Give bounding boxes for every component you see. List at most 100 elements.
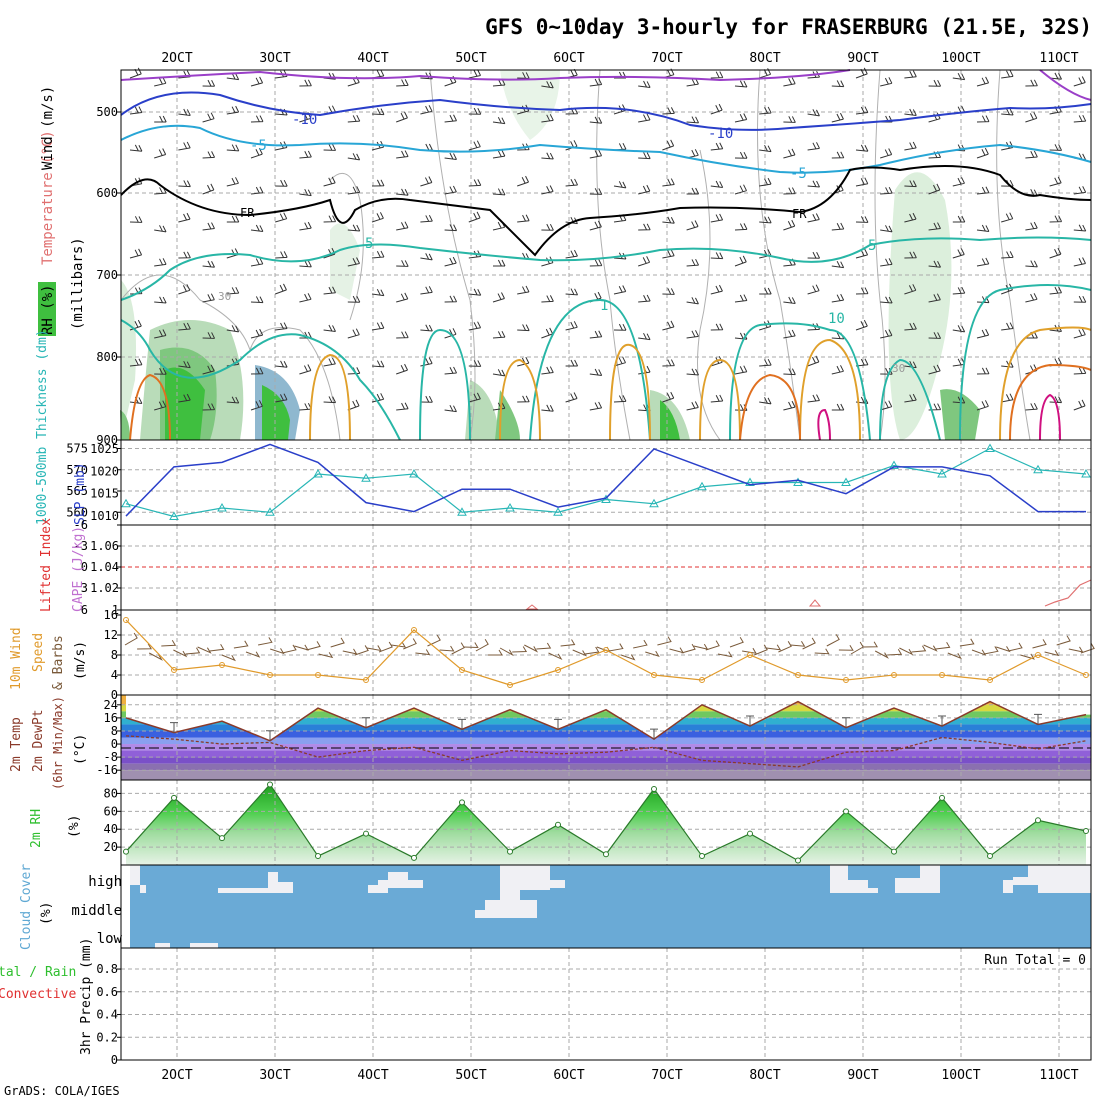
wind10-barb bbox=[947, 652, 962, 660]
upper-wind-barb bbox=[976, 257, 990, 267]
upper-wind-barb bbox=[1025, 79, 1038, 87]
upper-wind-barb bbox=[880, 329, 893, 339]
rh-point bbox=[411, 854, 417, 861]
x-axis-top: 2OCT 3OCT 4OCT 5OCT 6OCT 7OCT 8OCT 9OCT 10OCT 11O… bbox=[161, 51, 1078, 66]
wind10-point bbox=[219, 662, 225, 668]
upper-wind-barb bbox=[976, 400, 989, 411]
upper-wind-barb bbox=[1073, 399, 1086, 411]
upper-wind-barb bbox=[1001, 393, 1014, 403]
upper-wind-barb bbox=[154, 148, 167, 159]
upper-wind-barb bbox=[178, 360, 191, 369]
wind10-point bbox=[411, 627, 417, 633]
cape-panel: -6 -3 0 3 6 1.06 1.04 1.02 1 Lifted Index CAPE (… bbox=[39, 518, 1092, 617]
upper-wind-barb bbox=[710, 252, 724, 260]
wind10-point bbox=[1035, 652, 1041, 658]
wind10-barb bbox=[403, 638, 417, 650]
upper-wind-barb bbox=[299, 79, 312, 87]
rh-point bbox=[843, 808, 849, 815]
wind10-barb bbox=[282, 644, 297, 654]
upper-wind-barb bbox=[565, 178, 579, 187]
y-tick-label: -8 bbox=[104, 750, 118, 764]
upper-wind-barb bbox=[250, 147, 263, 159]
upper-wind-barb bbox=[759, 397, 772, 405]
x-tick-label-top: 10OCT bbox=[941, 51, 980, 66]
y-tick-label-right: 1015 bbox=[90, 487, 119, 501]
y-tick-label-right: 1.02 bbox=[90, 581, 119, 595]
upper-wind-barb bbox=[759, 106, 772, 115]
upper-wind-barb bbox=[396, 221, 409, 231]
temp-band bbox=[121, 763, 1091, 771]
thickness-point bbox=[1033, 464, 1043, 474]
upper-wind-barb bbox=[420, 395, 433, 403]
temp-max-whisker bbox=[554, 718, 562, 730]
upper-wind-barb bbox=[638, 332, 651, 341]
upper-wind-barb bbox=[541, 366, 554, 375]
cape-trace bbox=[1044, 579, 1092, 607]
rh-label: RH (%) bbox=[40, 284, 56, 335]
upper-wind-barb bbox=[323, 215, 337, 223]
upper-wind-barb bbox=[976, 115, 990, 123]
thickness-point bbox=[649, 498, 659, 508]
y-tick-label: 600 bbox=[96, 186, 118, 200]
upper-wind-barb bbox=[613, 285, 627, 295]
x-tick-label-bottom: 7OCT bbox=[651, 1068, 682, 1083]
upper-wind-barb bbox=[275, 283, 287, 295]
upper-wind-barb bbox=[347, 153, 361, 161]
upper-wind-barb bbox=[904, 141, 917, 151]
upper-wind-barb bbox=[734, 223, 748, 231]
temp-min-max bbox=[170, 713, 1042, 741]
y-tick-label: 0.2 bbox=[96, 1030, 118, 1044]
temp-band bbox=[121, 717, 1091, 725]
upper-wind-barb bbox=[686, 258, 700, 267]
x-tick-label-bottom: 10OCT bbox=[941, 1068, 980, 1083]
upper-wind-barb bbox=[154, 296, 167, 304]
upper-wind-barb bbox=[1025, 150, 1038, 159]
upper-wind-barb bbox=[250, 400, 263, 411]
rh-point bbox=[363, 830, 369, 837]
temp2m-label-c: (6hr Min/Max) bbox=[51, 696, 65, 790]
upper-wind-barb bbox=[1049, 215, 1063, 223]
upper-wind-barb bbox=[202, 112, 215, 123]
upper-wind-barb bbox=[517, 175, 529, 187]
upper-wind-barb bbox=[686, 368, 700, 376]
wind10-barb bbox=[971, 649, 987, 656]
y-tick-label: 570 bbox=[66, 463, 88, 477]
upper-wind-barb bbox=[807, 142, 820, 151]
contour-label: -5 bbox=[790, 166, 807, 182]
wind10-barb bbox=[754, 644, 768, 656]
temp-max-whisker bbox=[170, 722, 178, 733]
y-tick-label-right: 1010 bbox=[90, 509, 119, 523]
y-tick-label: 24 bbox=[104, 698, 118, 712]
rh2m-grid bbox=[121, 780, 1091, 865]
upper-wind-barb bbox=[952, 177, 965, 187]
wind10-point bbox=[315, 672, 321, 678]
upper-wind-barb bbox=[1073, 295, 1087, 303]
upper-wind-barb bbox=[517, 395, 530, 403]
upper-wind-barb bbox=[396, 292, 409, 303]
run-total: Run Total = 0 bbox=[984, 953, 1086, 968]
y-tick-label: 500 bbox=[96, 105, 118, 119]
contour-label: FR bbox=[240, 206, 255, 220]
upper-wind-barb bbox=[952, 325, 966, 333]
wind10-barb bbox=[717, 651, 733, 658]
upper-wind-barb bbox=[783, 329, 796, 339]
x-axis-bottom: 2OCT 3OCT 4OCT 5OCT 6OCT 7OCT 8OCT 9OCT 10OCT 11O… bbox=[161, 1068, 1078, 1083]
upper-wind-barb bbox=[178, 393, 191, 403]
wind10-barb bbox=[790, 640, 806, 647]
rh-point bbox=[1035, 817, 1041, 824]
wind10-point bbox=[747, 652, 753, 658]
upper-wind-barb bbox=[928, 364, 941, 375]
upper-wind-barb bbox=[710, 142, 724, 151]
upper-wind-barb bbox=[880, 148, 893, 159]
upper-wind-barb bbox=[880, 296, 893, 304]
thickness-point bbox=[121, 498, 131, 508]
wind10-barb bbox=[451, 642, 465, 655]
upper-wind-barb bbox=[880, 186, 893, 195]
thickness-point bbox=[553, 507, 563, 516]
y-tick-label: 8 bbox=[111, 648, 118, 662]
rh-point bbox=[267, 781, 273, 788]
upper-wind-barb bbox=[904, 284, 917, 295]
thickness-point bbox=[409, 468, 419, 478]
upper-wind-barb bbox=[686, 401, 699, 411]
